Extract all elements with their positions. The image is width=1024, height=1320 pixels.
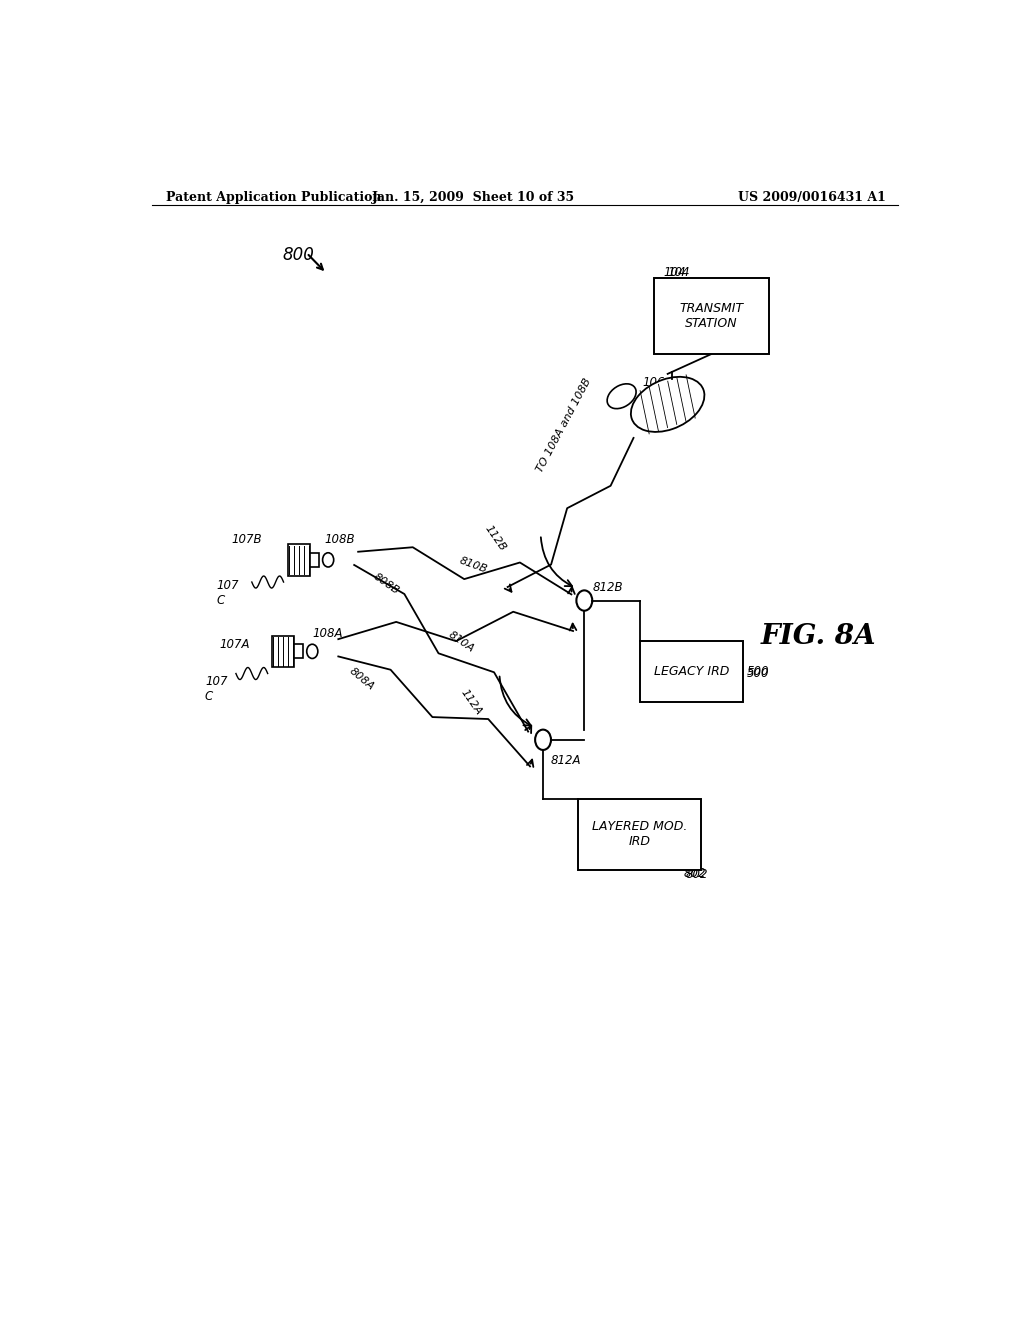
Text: 112B: 112B <box>483 524 508 553</box>
Text: 106: 106 <box>642 375 665 388</box>
Text: 802: 802 <box>684 867 706 880</box>
Text: Patent Application Publication: Patent Application Publication <box>166 190 382 203</box>
Text: 810A: 810A <box>446 630 476 655</box>
Text: 812A: 812A <box>550 754 581 767</box>
Bar <box>288 544 309 576</box>
Bar <box>309 553 318 568</box>
Text: 108A: 108A <box>312 627 343 640</box>
Ellipse shape <box>631 376 705 432</box>
Bar <box>294 644 303 659</box>
Text: FIG. 8A: FIG. 8A <box>761 623 877 649</box>
Text: 802: 802 <box>686 869 709 882</box>
Bar <box>653 277 769 354</box>
Text: 500: 500 <box>748 667 769 680</box>
Text: 808B: 808B <box>371 572 400 597</box>
Bar <box>640 642 743 702</box>
Text: 800: 800 <box>283 246 314 264</box>
Bar <box>271 636 294 667</box>
Text: LEGACY IRD: LEGACY IRD <box>653 665 729 678</box>
Text: TRANSMIT
STATION: TRANSMIT STATION <box>679 302 743 330</box>
Text: Jan. 15, 2009  Sheet 10 of 35: Jan. 15, 2009 Sheet 10 of 35 <box>372 190 574 203</box>
Text: 107
C: 107 C <box>217 579 240 607</box>
Text: 107B: 107B <box>231 533 262 546</box>
Bar <box>579 799 701 870</box>
Text: US 2009/0016431 A1: US 2009/0016431 A1 <box>738 190 886 203</box>
Text: 812B: 812B <box>593 581 624 594</box>
Text: 107
C: 107 C <box>205 675 227 704</box>
Text: TO 108A and 108B: TO 108A and 108B <box>536 378 594 474</box>
Text: 808A: 808A <box>348 665 377 692</box>
Text: LAYERED MOD.
IRD: LAYERED MOD. IRD <box>592 820 687 849</box>
Text: 104: 104 <box>668 265 690 279</box>
Text: 104: 104 <box>664 265 686 279</box>
Text: 112A: 112A <box>459 688 483 717</box>
Text: 500: 500 <box>748 665 769 678</box>
Ellipse shape <box>607 384 636 409</box>
Text: 107A: 107A <box>219 638 250 651</box>
Text: 108B: 108B <box>324 533 354 546</box>
Text: 810B: 810B <box>458 556 488 574</box>
